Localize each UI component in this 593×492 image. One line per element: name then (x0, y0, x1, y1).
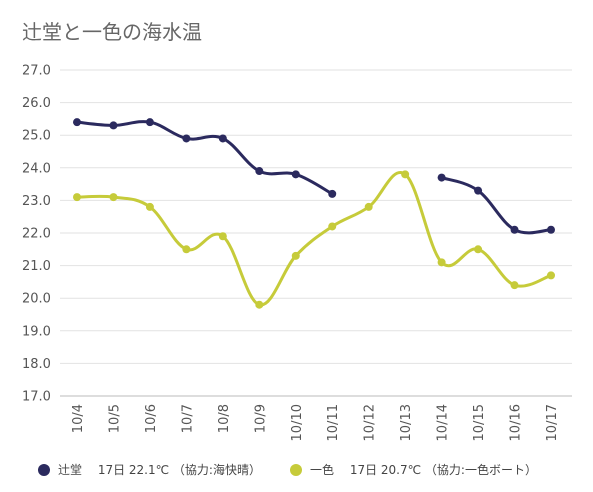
data-point-一色[interactable] (109, 193, 118, 202)
data-point-辻堂[interactable] (328, 189, 337, 198)
data-point-辻堂[interactable] (109, 121, 118, 130)
x-tick-label: 10/8 (217, 404, 232, 433)
data-point-一色[interactable] (547, 271, 555, 280)
data-point-辻堂[interactable] (547, 225, 555, 234)
x-tick-label: 10/9 (253, 404, 268, 433)
x-tick-label: 10/10 (290, 404, 305, 441)
legend-label-一色: 一色 17日 20.7℃ （協力:一色ボート） (310, 462, 537, 477)
data-point-辻堂[interactable] (437, 173, 446, 182)
data-point-辻堂[interactable] (255, 167, 264, 176)
y-tick-label: 19.0 (22, 324, 51, 339)
x-tick-label: 10/15 (472, 404, 487, 441)
x-tick-label: 10/12 (363, 404, 378, 441)
x-axis-ticks: 10/4 10/5 10/6 10/7 10/8 10/9 10/10 10/11 10/12 1… (71, 404, 560, 441)
data-point-辻堂[interactable] (218, 134, 227, 143)
data-point-一色[interactable] (291, 251, 300, 260)
series-line-辻堂 (75, 120, 334, 196)
series-line-一色 (75, 171, 553, 307)
x-tick-label: 10/14 (436, 404, 451, 441)
y-tick-label: 18.0 (22, 357, 51, 372)
data-point-一色[interactable] (145, 202, 154, 211)
x-tick-label: 10/7 (180, 404, 195, 433)
data-point-辻堂[interactable] (510, 225, 519, 234)
series-lines (75, 120, 553, 307)
data-point-一色[interactable] (474, 245, 483, 254)
grid-lines (60, 69, 572, 397)
y-tick-label: 21.0 (22, 259, 51, 274)
y-tick-label: 17.0 (22, 390, 51, 405)
legend-marker-辻堂 (38, 464, 50, 476)
legend-marker-一色 (290, 464, 302, 476)
chart-title: 辻堂と一色の海水温 (22, 20, 202, 44)
data-point-一色[interactable] (510, 281, 519, 290)
x-tick-label: 10/17 (545, 404, 560, 441)
y-axis-ticks: 17.0 18.0 19.0 20.0 21.0 22.0 23.0 24.0 25.0 26.0… (22, 64, 51, 405)
y-tick-label: 20.0 (22, 292, 51, 307)
x-tick-label: 10/4 (71, 404, 86, 433)
data-point-一色[interactable] (255, 300, 264, 309)
x-tick-label: 10/16 (509, 404, 524, 441)
data-point-一色[interactable] (437, 258, 446, 267)
data-point-辻堂[interactable] (182, 134, 191, 143)
data-point-辻堂[interactable] (291, 170, 300, 179)
data-point-一色[interactable] (364, 202, 373, 211)
y-tick-label: 27.0 (22, 64, 51, 79)
data-point-辻堂[interactable] (145, 118, 154, 127)
series-line-辻堂 (440, 176, 553, 235)
y-tick-label: 26.0 (22, 96, 51, 111)
x-tick-label: 10/11 (326, 404, 341, 441)
data-point-一色[interactable] (328, 222, 337, 231)
y-tick-label: 23.0 (22, 194, 51, 209)
x-tick-label: 10/6 (144, 404, 159, 433)
data-point-辻堂[interactable] (474, 186, 483, 195)
legend-label-辻堂: 辻堂 17日 22.1℃ （協力:海快晴） (58, 462, 261, 477)
series-points (73, 118, 555, 309)
data-point-一色[interactable] (218, 232, 227, 241)
x-tick-label: 10/13 (399, 404, 414, 441)
data-point-一色[interactable] (182, 245, 191, 254)
data-point-一色[interactable] (73, 193, 81, 202)
legend: 辻堂 17日 22.1℃ （協力:海快晴） 一色 17日 20.7℃ （協力:一色… (38, 462, 537, 477)
y-tick-label: 22.0 (22, 227, 51, 242)
x-tick-label: 10/5 (107, 404, 122, 433)
y-tick-label: 24.0 (22, 161, 51, 176)
data-point-辻堂[interactable] (73, 118, 81, 127)
data-point-一色[interactable] (401, 170, 410, 179)
y-tick-label: 25.0 (22, 129, 51, 144)
